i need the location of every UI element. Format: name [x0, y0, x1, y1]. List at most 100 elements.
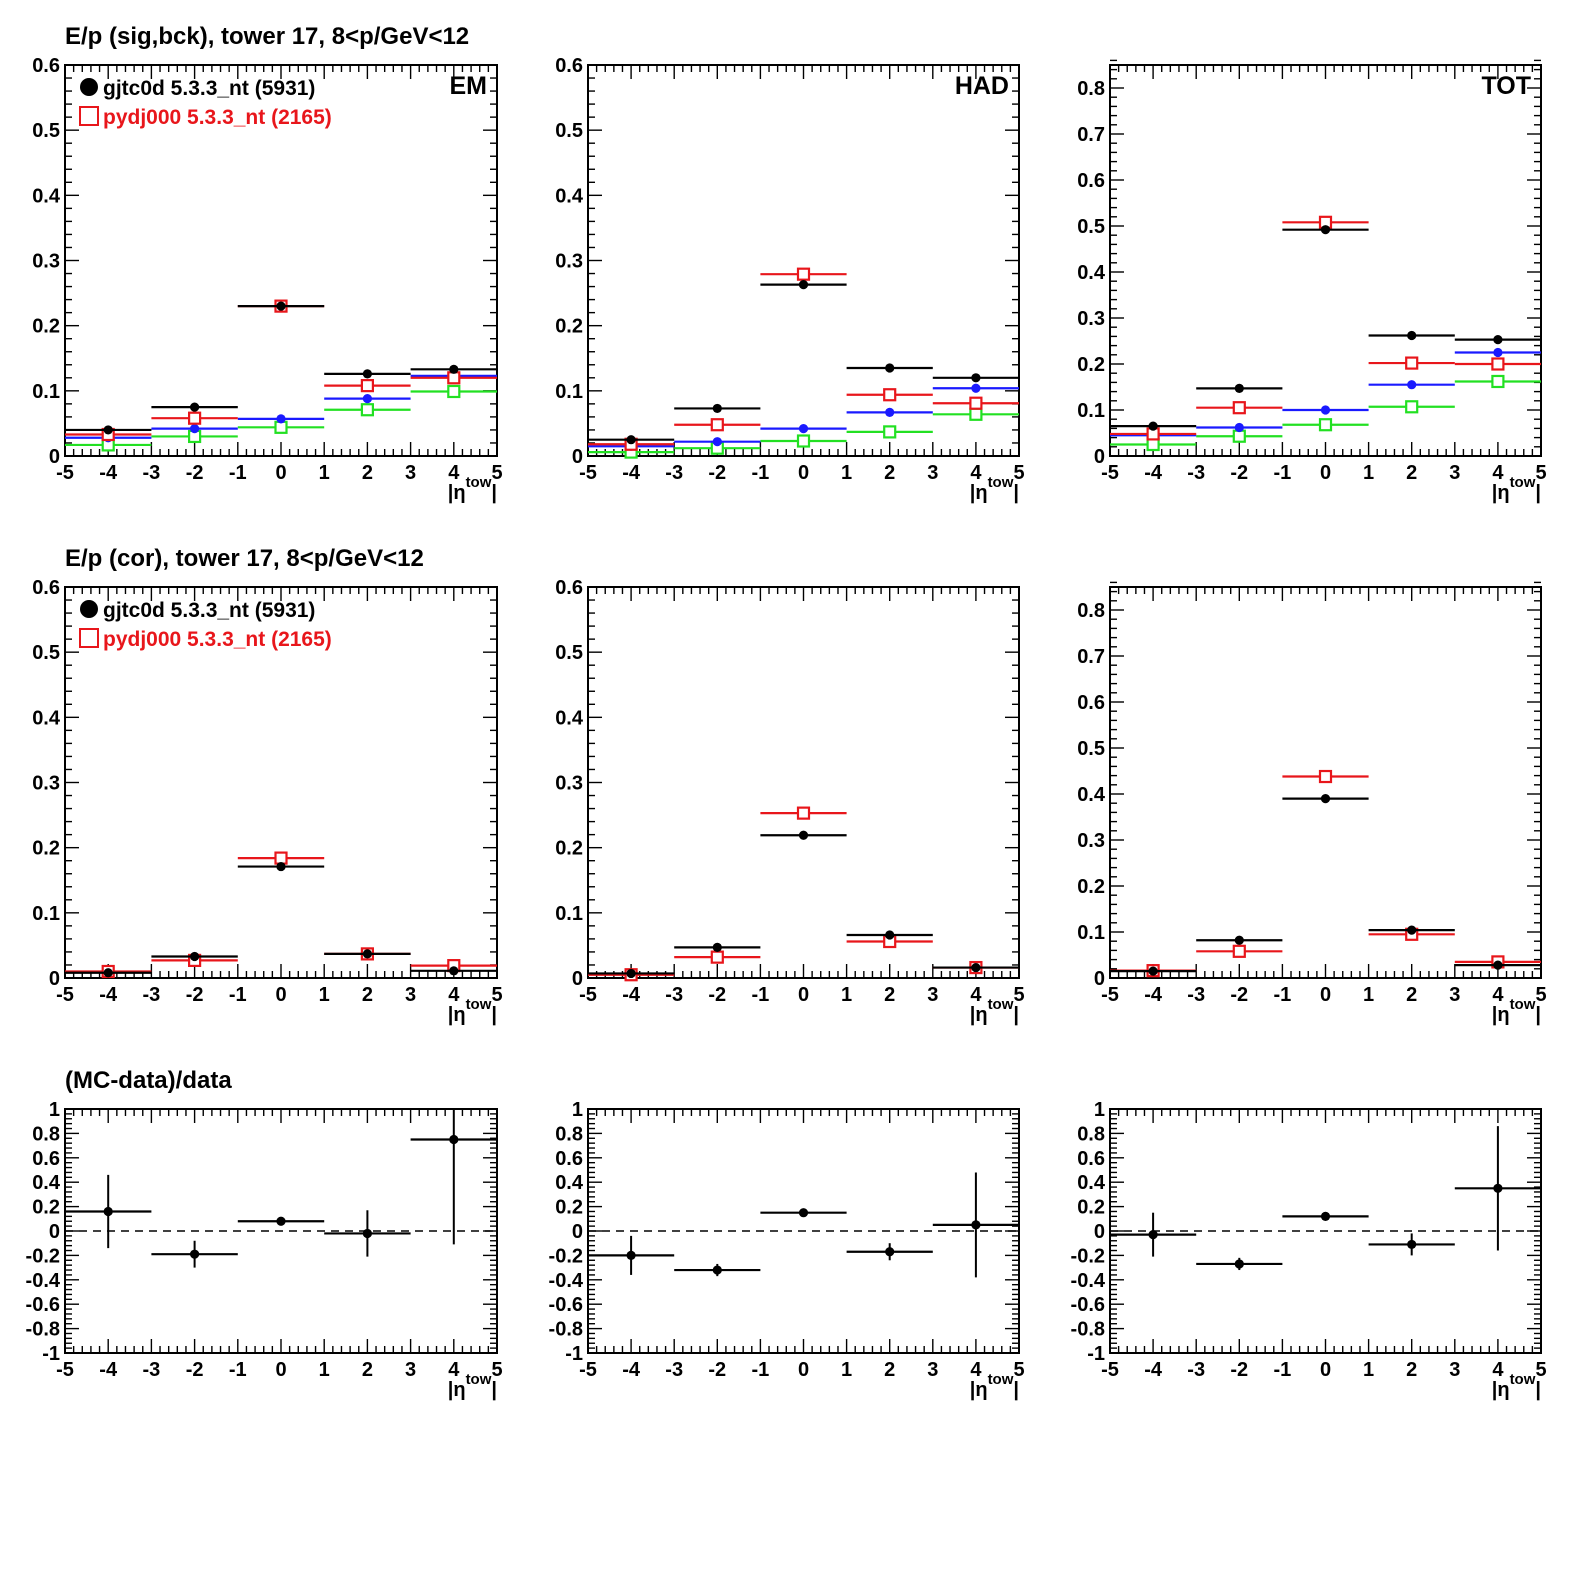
- data-point-black: [1320, 794, 1331, 804]
- x-tick-label: 0: [1320, 1359, 1331, 1381]
- y-tick-label: 0.2: [1077, 876, 1105, 898]
- x-tick-label: -3: [1187, 462, 1205, 484]
- x-tick-label: 1: [841, 984, 852, 1006]
- data-point-red: [710, 950, 724, 964]
- data-point-blue: [1493, 347, 1503, 358]
- x-axis-label: |ηtow|: [1492, 474, 1541, 504]
- y-tick-label: 0.4: [32, 707, 61, 729]
- x-tick-label: 1: [841, 462, 852, 484]
- y-tick-label: 0.5: [32, 642, 60, 664]
- y-tick-label: 0.3: [32, 251, 60, 273]
- y-tick-label: -0.2: [549, 1245, 583, 1267]
- data-point-red: [447, 371, 461, 385]
- x-tick-label: 0: [275, 984, 286, 1006]
- x-tick-label: 3: [927, 462, 938, 484]
- data-point-blue: [1320, 405, 1331, 415]
- x-tick-label: 4: [448, 1359, 460, 1381]
- y-tick-label: 0: [49, 968, 60, 990]
- data-point-black: [1493, 1183, 1503, 1193]
- x-tick-label: 1: [319, 1359, 330, 1381]
- x-tick-label: 1: [1363, 984, 1374, 1006]
- data-point-black: [1493, 960, 1503, 970]
- panel-r1c2: -5 -4 -3 -2 -1 0 1 2 3 4 5|ηtow| 0 0.1 0.2 0.3 0.4 0.5 0.…: [555, 55, 1024, 504]
- x-tick-label: -3: [143, 462, 161, 484]
- data-point-green: [1146, 437, 1160, 452]
- x-tick-label: -5: [56, 462, 74, 484]
- x-tick-label: 5: [491, 984, 502, 1006]
- x-tick-label: 5: [1535, 1359, 1546, 1381]
- x-tick-label: 2: [362, 462, 373, 484]
- data-point-blue: [276, 414, 286, 424]
- x-tick-label: 3: [405, 984, 416, 1006]
- data-point-red: [274, 851, 288, 865]
- x-tick-label: -5: [579, 1359, 597, 1381]
- x-tick-label: 0: [798, 984, 809, 1006]
- x-tick-label: 0: [275, 1359, 286, 1381]
- y-tick-label: 0: [572, 968, 583, 990]
- x-tick-label: 2: [362, 1359, 373, 1381]
- data-point-black: [971, 1220, 981, 1230]
- x-tick-label: -4: [99, 984, 118, 1006]
- y-tick-label: 0.6: [1077, 1148, 1105, 1170]
- x-tick-label: 3: [1449, 462, 1460, 484]
- y-tick-label: -0.2: [1071, 1245, 1105, 1267]
- data-point-blue: [190, 424, 200, 434]
- y-tick-label: 0.6: [555, 55, 583, 77]
- y-tick-label: 0.6: [32, 55, 60, 77]
- y-tick-label: -0.4: [26, 1270, 61, 1292]
- y-tick-label: 0.5: [1077, 738, 1105, 760]
- data-point-black: [712, 1265, 722, 1275]
- data-point-blue: [712, 437, 722, 447]
- x-tick-label: -4: [1144, 1359, 1163, 1381]
- y-tick-label: 0.4: [1077, 784, 1106, 806]
- y-tick-label: 0.6: [1077, 692, 1105, 714]
- x-axis-label: |ηtow|: [448, 1371, 497, 1401]
- legend-mc-marker: [79, 628, 99, 648]
- y-tick-label: 0.2: [555, 316, 583, 338]
- y-tick-label: 0.2: [1077, 354, 1105, 376]
- x-tick-label: 3: [927, 984, 938, 1006]
- y-tick-label: 0: [1094, 446, 1105, 468]
- x-tick-label: 0: [798, 462, 809, 484]
- data-point-black: [971, 373, 981, 383]
- data-point-black: [798, 280, 809, 290]
- data-point-red: [796, 806, 811, 820]
- x-tick-label: -1: [229, 462, 247, 484]
- data-point-black: [1320, 1211, 1331, 1221]
- x-tick-label: 4: [1492, 462, 1504, 484]
- data-point-black: [276, 301, 286, 311]
- x-tick-label: 5: [491, 462, 502, 484]
- x-tick-label: 5: [1535, 984, 1546, 1006]
- panel-r2c3: -5 -4 -3 -2 -1 0 1 2 3 4 5|ηtow| 0 0.1 0.2 0.3 0.4 0.5 0.…: [1077, 581, 1547, 1026]
- legend-data-label: gjtc0d 5.3.3_nt (5931): [103, 599, 315, 622]
- x-axis-label: |ηtow|: [448, 474, 497, 504]
- y-tick-label: 0.3: [1077, 308, 1105, 330]
- x-tick-label: 4: [1492, 984, 1504, 1006]
- x-tick-label: 3: [1449, 984, 1460, 1006]
- y-tick-label: -0.4: [1071, 1270, 1106, 1292]
- x-tick-label: 4: [970, 984, 982, 1006]
- data-point-black: [1148, 966, 1158, 976]
- plot-frame: [587, 64, 1020, 457]
- data-point-black: [362, 1228, 372, 1239]
- legend-data-marker: [80, 78, 98, 96]
- x-tick-label: 4: [1492, 1359, 1504, 1381]
- x-tick-label: -5: [1101, 462, 1119, 484]
- y-tick-label: -0.8: [26, 1319, 60, 1341]
- plot-frame: [1109, 64, 1542, 457]
- y-tick-label: 0.2: [32, 316, 60, 338]
- row-1-title: E/p (sig,bck), tower 17, 8<p/GeV<12: [65, 23, 469, 50]
- y-tick-label: 0.6: [32, 577, 60, 599]
- data-point-red: [1318, 769, 1333, 784]
- x-tick-label: 5: [1013, 984, 1024, 1006]
- x-tick-label: -4: [99, 1359, 118, 1381]
- x-tick-label: -5: [56, 1359, 74, 1381]
- y-tick-label: 0: [49, 446, 60, 468]
- data-point-black: [190, 402, 200, 412]
- y-tick-label: 1: [1094, 1099, 1105, 1121]
- panel-r1c3: -5 -4 -3 -2 -1 0 1 2 3 4 5|ηtow| 0 0.1 0.2 0.3 0.4 0.5 0.…: [1077, 59, 1547, 504]
- data-point-black: [971, 962, 981, 973]
- x-tick-label: -3: [143, 984, 161, 1006]
- data-point-black: [1493, 335, 1503, 345]
- data-point-black: [626, 435, 636, 445]
